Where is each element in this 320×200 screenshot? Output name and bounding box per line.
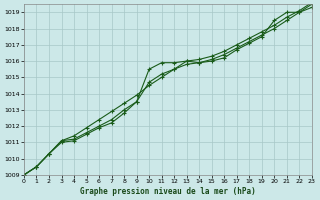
X-axis label: Graphe pression niveau de la mer (hPa): Graphe pression niveau de la mer (hPa) xyxy=(80,187,256,196)
